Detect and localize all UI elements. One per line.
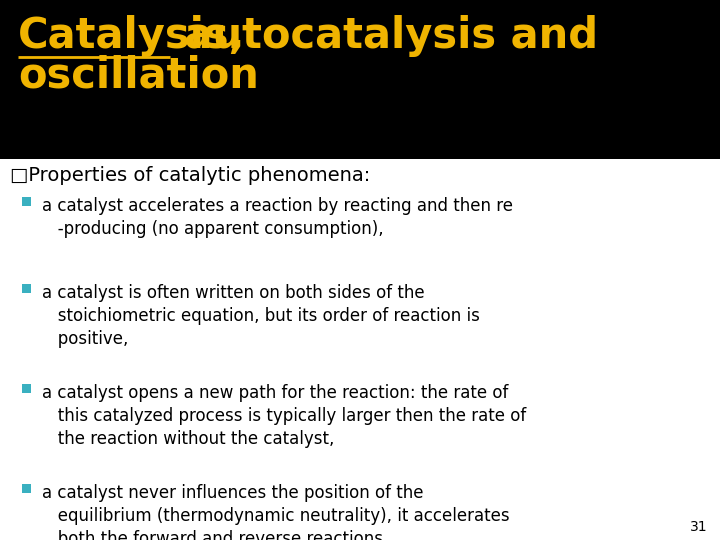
Text: autocatalysis and: autocatalysis and — [170, 15, 598, 57]
FancyBboxPatch shape — [22, 197, 31, 206]
FancyBboxPatch shape — [22, 284, 31, 293]
Text: a catalyst accelerates a reaction by reacting and then re
   -producing (no appa: a catalyst accelerates a reaction by rea… — [42, 197, 513, 238]
FancyBboxPatch shape — [22, 384, 31, 393]
Text: 31: 31 — [690, 520, 708, 534]
Text: a catalyst opens a new path for the reaction: the rate of
   this catalyzed proc: a catalyst opens a new path for the reac… — [42, 384, 526, 448]
Text: Catalysis,: Catalysis, — [18, 15, 246, 57]
FancyBboxPatch shape — [0, 159, 720, 540]
Text: a catalyst never influences the position of the
   equilibrium (thermodynamic ne: a catalyst never influences the position… — [42, 484, 510, 540]
Text: □Properties of catalytic phenomena:: □Properties of catalytic phenomena: — [10, 166, 370, 185]
FancyBboxPatch shape — [22, 484, 31, 493]
Text: a catalyst is often written on both sides of the
   stoichiometric equation, but: a catalyst is often written on both side… — [42, 284, 480, 348]
Text: oscillation: oscillation — [18, 55, 259, 97]
